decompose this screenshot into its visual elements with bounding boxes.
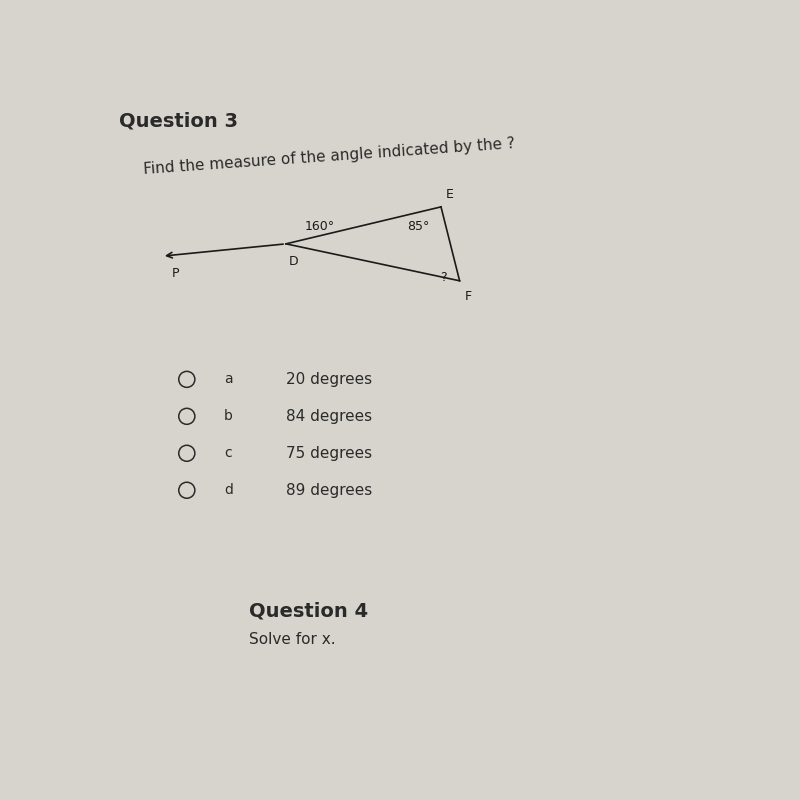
Text: Question 4: Question 4 [249,601,368,620]
Text: ?: ? [441,271,447,284]
Text: c: c [224,446,232,460]
Text: Question 3: Question 3 [118,111,238,130]
Text: 160°: 160° [305,220,335,233]
Text: F: F [465,290,472,303]
Text: 20 degrees: 20 degrees [286,372,372,387]
Text: 84 degrees: 84 degrees [286,409,372,424]
Text: 89 degrees: 89 degrees [286,482,372,498]
Text: E: E [446,188,454,201]
Text: D: D [289,255,298,268]
Text: Solve for x.: Solve for x. [249,632,335,647]
Text: Find the measure of the angle indicated by the ?: Find the measure of the angle indicated … [143,136,516,177]
Text: b: b [224,410,233,423]
Text: P: P [171,267,179,280]
Text: a: a [224,372,233,386]
Text: 75 degrees: 75 degrees [286,446,372,461]
Text: 85°: 85° [407,221,430,234]
Text: d: d [224,483,233,498]
